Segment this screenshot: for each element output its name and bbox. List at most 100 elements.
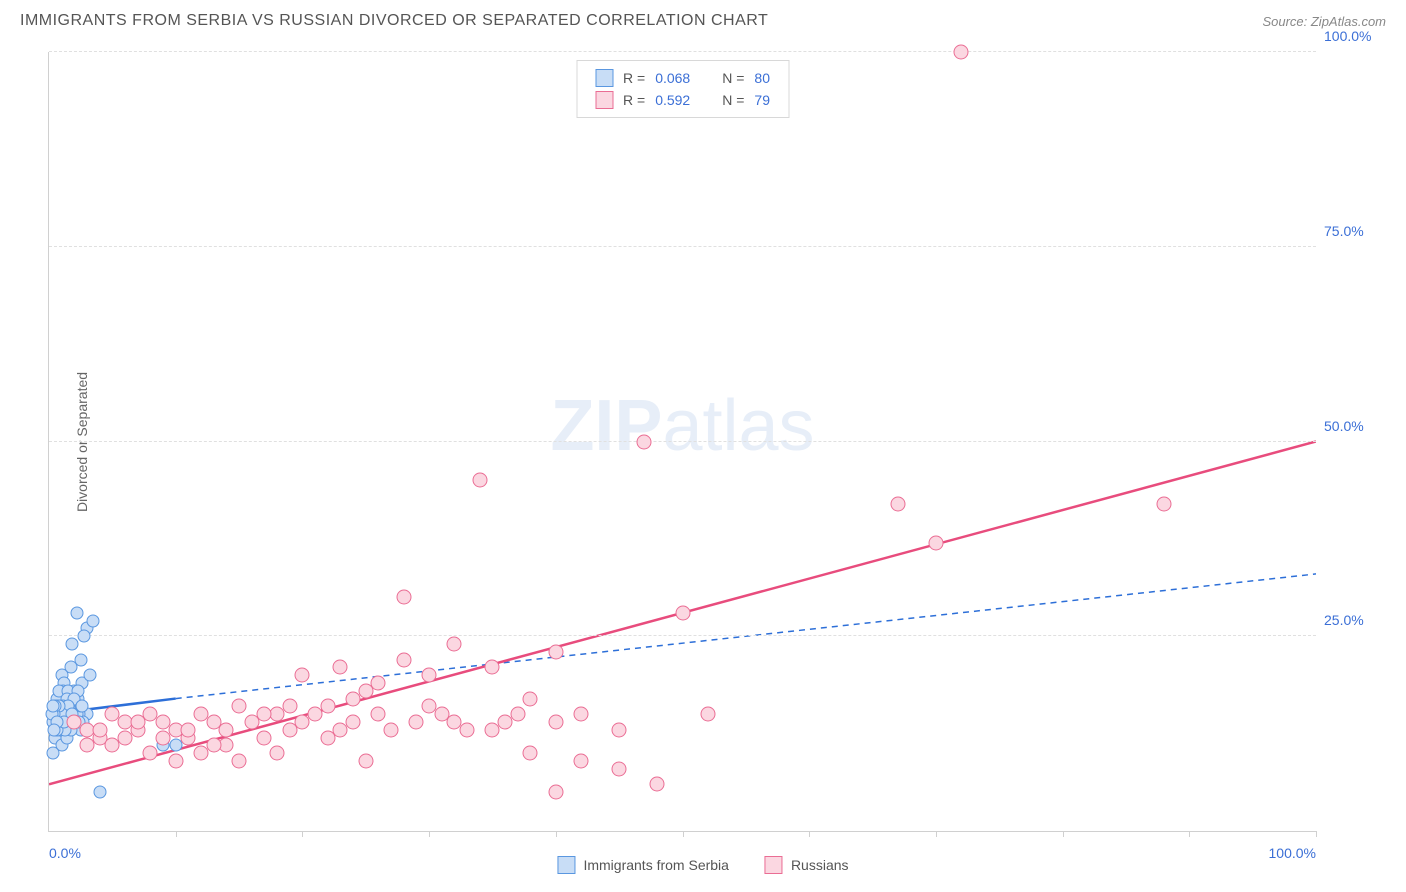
scatter-point [282, 699, 297, 714]
scatter-point [358, 753, 373, 768]
stat-n-value: 79 [754, 92, 770, 108]
scatter-point [270, 746, 285, 761]
legend-swatch [595, 91, 613, 109]
trend-line [176, 574, 1316, 699]
scatter-point [78, 630, 91, 643]
scatter-point [523, 691, 538, 706]
scatter-point [143, 746, 158, 761]
x-tick [556, 831, 557, 837]
scatter-point [954, 45, 969, 60]
scatter-point [422, 699, 437, 714]
scatter-point [168, 753, 183, 768]
scatter-point [181, 722, 196, 737]
scatter-point [232, 753, 247, 768]
scatter-point [510, 707, 525, 722]
scatter-point [485, 722, 500, 737]
scatter-point [333, 660, 348, 675]
source-attribution: Source: ZipAtlas.com [1262, 14, 1386, 29]
scatter-point [257, 707, 272, 722]
stat-r-label: R = [623, 70, 645, 86]
scatter-point [396, 652, 411, 667]
scatter-point [650, 777, 665, 792]
x-tick-label: 100.0% [1269, 845, 1316, 861]
legend-label: Russians [791, 857, 849, 873]
scatter-point [371, 707, 386, 722]
scatter-point [83, 669, 96, 682]
scatter-point [64, 661, 77, 674]
scatter-point [472, 473, 487, 488]
x-tick [429, 831, 430, 837]
x-tick [302, 831, 303, 837]
scatter-point [80, 738, 95, 753]
y-tick-label: 75.0% [1324, 223, 1394, 239]
x-tick [683, 831, 684, 837]
x-tick-label: 0.0% [49, 845, 81, 861]
scatter-point [422, 668, 437, 683]
scatter-point [447, 714, 462, 729]
scatter-point [548, 644, 563, 659]
gridline [49, 51, 1316, 52]
stat-r-label: R = [623, 92, 645, 108]
x-tick [809, 831, 810, 837]
scatter-point [523, 746, 538, 761]
x-tick [1189, 831, 1190, 837]
scatter-point [574, 753, 589, 768]
stat-n-value: 80 [754, 70, 770, 86]
scatter-point [156, 730, 171, 745]
scatter-point [169, 739, 182, 752]
scatter-point [48, 723, 61, 736]
gridline [49, 635, 1316, 636]
scatter-point [46, 700, 59, 713]
scatter-point [320, 730, 335, 745]
chart-header: IMMIGRANTS FROM SERBIA VS RUSSIAN DIVORC… [0, 0, 1406, 38]
x-tick [176, 831, 177, 837]
scatter-point [46, 747, 59, 760]
watermark-light: atlas [662, 386, 814, 466]
x-tick [1316, 831, 1317, 837]
scatter-point [295, 668, 310, 683]
legend-item: Russians [765, 856, 849, 874]
legend-item: Immigrants from Serbia [557, 856, 728, 874]
stat-r-value: 0.068 [655, 70, 690, 86]
x-tick [936, 831, 937, 837]
scatter-point [219, 722, 234, 737]
legend-stats: R =0.068N =80R =0.592N =79 [576, 60, 789, 118]
legend-stat-row: R =0.592N =79 [595, 89, 770, 111]
scatter-point [890, 496, 905, 511]
stat-r-value: 0.592 [655, 92, 690, 108]
scatter-point [130, 714, 145, 729]
scatter-point [257, 730, 272, 745]
scatter-point [928, 535, 943, 550]
legend-swatch [595, 69, 613, 87]
scatter-point [409, 714, 424, 729]
scatter-point [1156, 496, 1171, 511]
trend-lines [49, 52, 1316, 831]
scatter-point [92, 722, 107, 737]
legend-swatch [765, 856, 783, 874]
scatter-point [447, 637, 462, 652]
scatter-point [396, 590, 411, 605]
scatter-point [70, 606, 83, 619]
scatter-point [320, 699, 335, 714]
scatter-point [460, 722, 475, 737]
scatter-point [637, 434, 652, 449]
scatter-point [346, 691, 361, 706]
scatter-point [232, 699, 247, 714]
scatter-point [308, 707, 323, 722]
scatter-point [206, 738, 221, 753]
scatter-point [485, 660, 500, 675]
gridline [49, 246, 1316, 247]
scatter-point [87, 614, 100, 627]
scatter-point [612, 722, 627, 737]
gridline [49, 441, 1316, 442]
plot-area: ZIPatlas R =0.068N =80R =0.592N =79 25.0… [48, 52, 1316, 832]
scatter-point [384, 722, 399, 737]
y-tick-label: 100.0% [1324, 28, 1394, 44]
watermark-bold: ZIP [550, 386, 662, 466]
scatter-point [548, 714, 563, 729]
stat-n-label: N = [722, 70, 744, 86]
legend-label: Immigrants from Serbia [583, 857, 728, 873]
legend-swatch [557, 856, 575, 874]
y-tick-label: 50.0% [1324, 418, 1394, 434]
scatter-point [548, 785, 563, 800]
